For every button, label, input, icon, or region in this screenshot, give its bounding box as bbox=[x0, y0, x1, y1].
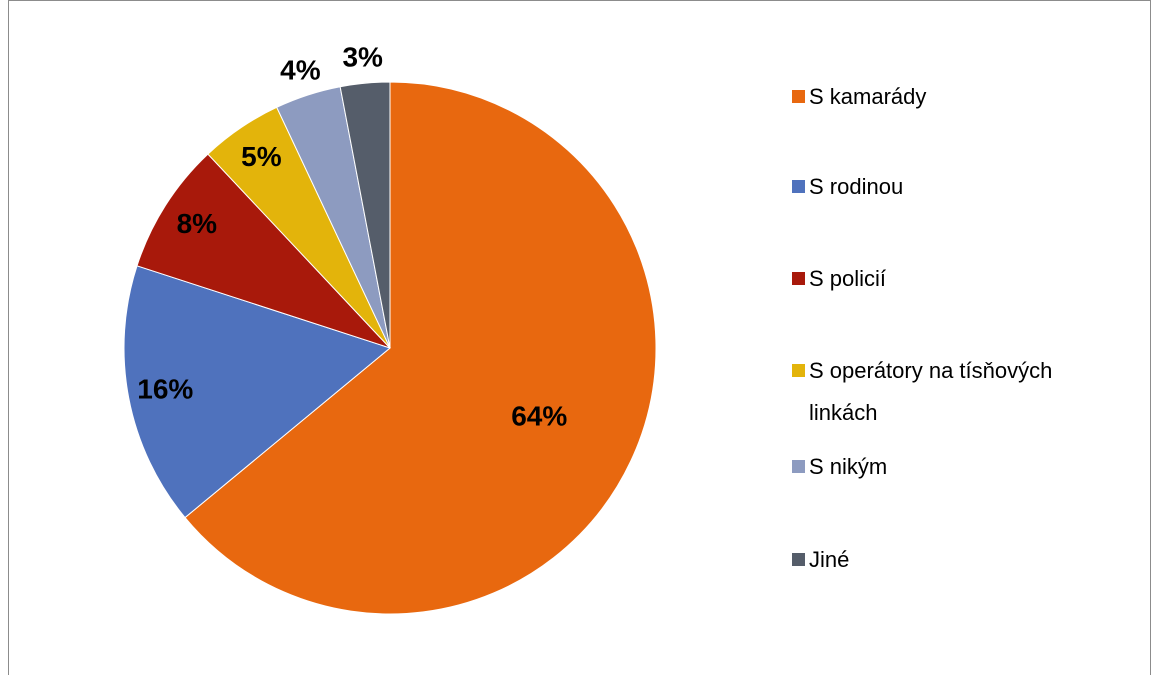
pie-slice bbox=[123, 265, 392, 519]
pie-slice bbox=[184, 81, 657, 615]
legend-label: S kamarády bbox=[809, 84, 927, 109]
legend-label: Jiné bbox=[809, 547, 850, 572]
legend-item: S operátory na tísňových linkách bbox=[792, 350, 1112, 434]
legend-item: S policií bbox=[792, 258, 1112, 300]
legend-item: S kamarády bbox=[792, 76, 1112, 118]
data-label: 64% bbox=[511, 401, 567, 432]
legend-swatch bbox=[792, 364, 805, 377]
data-label: 8% bbox=[177, 208, 218, 239]
legend-label: S rodinou bbox=[809, 174, 904, 199]
data-label: 3% bbox=[342, 42, 383, 73]
pie-slice bbox=[339, 81, 391, 349]
legend-swatch bbox=[792, 90, 805, 103]
legend-item: S nikým bbox=[792, 446, 1112, 488]
legend-label: S nikým bbox=[809, 454, 888, 479]
pie-slice bbox=[136, 153, 391, 349]
legend-swatch bbox=[792, 272, 805, 285]
legend-label: S operátory na tísňových linkách bbox=[809, 358, 1053, 425]
legend-swatch bbox=[792, 460, 805, 473]
data-label: 4% bbox=[280, 55, 321, 86]
legend-item: S rodinou bbox=[792, 166, 1112, 208]
data-label: 16% bbox=[137, 373, 193, 404]
legend-label: S policií bbox=[809, 266, 887, 291]
data-label: 5% bbox=[241, 141, 282, 172]
legend-item: Jiné bbox=[792, 539, 1112, 581]
legend-swatch bbox=[792, 553, 805, 566]
legend-swatch bbox=[792, 180, 805, 193]
